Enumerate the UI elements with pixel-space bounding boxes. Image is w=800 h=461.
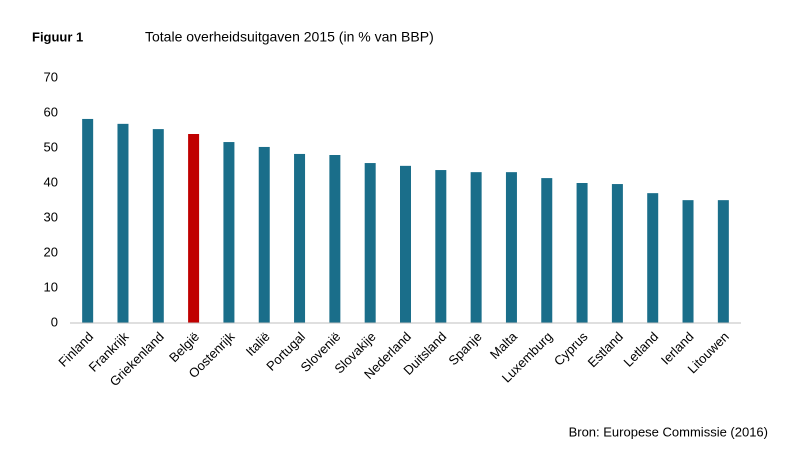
- bar: [117, 123, 129, 323]
- y-tick-label: 10: [44, 279, 58, 294]
- x-tick-label: Cyprus: [551, 329, 591, 369]
- bar: [435, 170, 447, 323]
- y-tick-label: 20: [44, 244, 58, 259]
- bar: [152, 129, 164, 323]
- bar: [647, 193, 659, 323]
- bar: [188, 134, 200, 323]
- bar: [329, 155, 341, 323]
- y-tick-label: 0: [51, 314, 58, 329]
- x-tick-label: Spanje: [445, 329, 484, 368]
- bar: [82, 118, 94, 323]
- y-tick-label: 50: [44, 139, 58, 154]
- bar: [611, 184, 623, 323]
- bar: [717, 200, 729, 323]
- figure-label: Figuur 1: [32, 29, 83, 44]
- y-tick-label: 70: [44, 69, 58, 84]
- bar: [400, 165, 411, 323]
- x-tick-label: Letland: [620, 329, 661, 370]
- bar: [258, 146, 270, 323]
- bar: [223, 142, 235, 323]
- bar: [294, 153, 306, 323]
- bar: [364, 163, 376, 323]
- bar: [505, 172, 517, 323]
- bar: [682, 200, 694, 323]
- bar: [470, 172, 482, 323]
- x-tick-label: Estland: [585, 329, 626, 370]
- x-tick-label: Italië: [243, 329, 273, 359]
- y-tick-label: 30: [44, 209, 58, 224]
- y-tick-label: 40: [44, 174, 58, 189]
- bar: [576, 183, 588, 323]
- y-tick-label: 60: [44, 104, 58, 119]
- source-note: Bron: Europese Commissie (2016): [569, 424, 768, 439]
- bar: [541, 178, 553, 323]
- chart-title: Totale overheidsuitgaven 2015 (in % van …: [145, 29, 434, 45]
